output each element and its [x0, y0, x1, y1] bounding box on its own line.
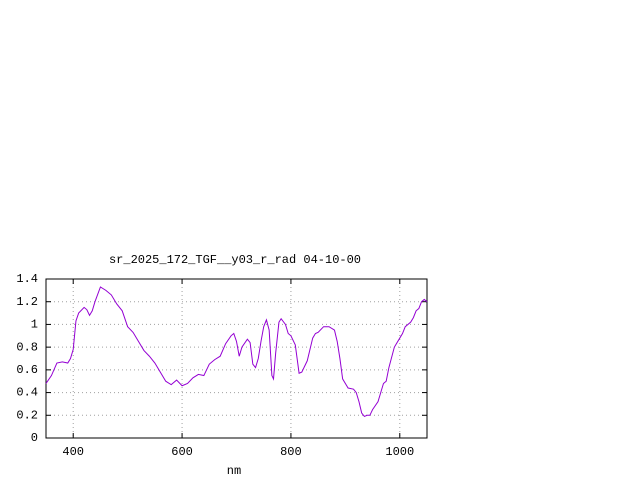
x-tick-label: 1000: [385, 445, 414, 459]
x-tick-label: 400: [62, 445, 84, 459]
y-tick-label: 0.4: [16, 386, 38, 400]
x-tick-label: 600: [171, 445, 193, 459]
y-tick-label: 1.4: [16, 272, 38, 286]
y-tick-label: 0.2: [16, 408, 38, 422]
x-tick-label: 800: [280, 445, 302, 459]
y-tick-label: 1: [31, 318, 38, 332]
chart-title: sr_2025_172_TGF__y03_r_rad 04-10-00: [109, 253, 361, 267]
y-tick-label: 1.2: [16, 295, 38, 309]
y-tick-label: 0.6: [16, 363, 38, 377]
x-axis-label: nm: [227, 464, 241, 478]
y-tick-label: 0.8: [16, 340, 38, 354]
data-line: [45, 286, 428, 418]
plot-frame: [45, 278, 428, 439]
y-tick-label: 0: [31, 431, 38, 445]
